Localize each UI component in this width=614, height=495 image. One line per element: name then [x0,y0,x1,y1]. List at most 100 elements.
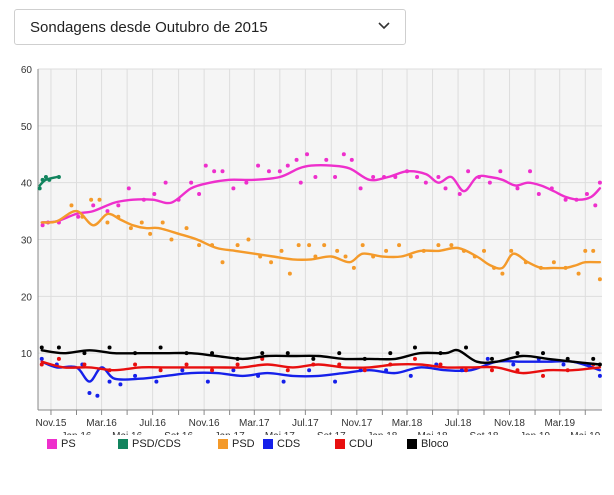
data-point [269,260,274,265]
data-point [97,197,102,202]
x-tick-label: Mar.17 [239,418,270,429]
series-psd-cds [37,174,61,191]
data-point [371,174,376,179]
data-point [197,192,202,197]
data-point [593,203,598,208]
data-point [203,163,208,168]
y-tick-label: 60 [21,65,33,76]
data-point [397,243,402,248]
data-point [197,243,202,248]
data-point [37,186,42,191]
data-point [333,379,338,384]
data-point [133,362,138,367]
legend-item-ps[interactable]: PS [47,436,76,452]
x-tick-label: Mar.18 [392,418,423,429]
dropdown-label: Sondagens desde Outubro de 2015 [30,19,268,36]
y-tick-label: 40 [21,179,33,190]
data-point [489,368,494,373]
data-point [436,243,441,248]
x-tick-label: Jan.18 [367,431,397,435]
data-point [43,174,48,179]
x-tick-label: Mai.17 [265,431,295,435]
data-point [287,271,292,276]
data-point [541,351,546,356]
data-point [158,345,163,350]
data-point [311,356,316,361]
x-tick-label: Jan.16 [61,431,91,435]
poll-period-dropdown[interactable]: Sondagens desde Outubro de 2015 [14,9,406,45]
data-point [82,351,87,356]
legend-item-cds[interactable]: CDS [263,436,300,452]
data-point [277,169,282,174]
series-bloco [39,345,602,367]
data-point [235,243,240,248]
x-tick-label: Mar.19 [544,418,575,429]
legend-swatch [118,439,128,449]
x-tick-label: Mai.18 [418,431,448,435]
data-point [541,373,546,378]
data-point [576,271,581,276]
data-point [591,356,596,361]
data-point [466,169,471,174]
trend-line [40,209,602,270]
data-point [583,248,588,253]
x-tick-label: Jan.17 [215,431,245,435]
data-point [412,356,417,361]
data-point [184,226,189,231]
data-point [107,379,112,384]
data-point [126,186,131,191]
data-point [322,243,327,248]
data-point [158,368,163,373]
data-point [360,243,365,248]
data-point [210,368,215,373]
legend-item-cdu[interactable]: CDU [335,436,373,452]
data-point [294,157,299,162]
x-tick-label: Jul.17 [292,418,319,429]
x-tick-label: Mar.16 [86,418,117,429]
legend-item-psd[interactable]: PSD [218,436,255,452]
data-point [482,248,487,253]
data-point [485,356,490,361]
legend-swatch [335,439,345,449]
legend-swatch [218,439,228,449]
legend-label: PSD/CDS [132,438,181,450]
legend-item-bloco[interactable]: Bloco [407,436,449,452]
data-point [305,152,310,157]
data-point [337,351,342,356]
data-point [260,351,265,356]
data-point [509,248,514,253]
legend-item-psd-cds[interactable]: PSD/CDS [118,436,181,452]
data-point [438,362,443,367]
data-point [457,192,462,197]
data-point [56,345,61,350]
data-point [500,271,505,276]
data-point [105,209,110,214]
series-cdu [39,356,602,378]
data-point [415,174,420,179]
data-point [536,192,541,197]
data-point [87,390,92,395]
data-point [118,382,123,387]
data-point [281,379,286,384]
data-point [148,231,153,236]
data-point [205,379,210,384]
trend-line [38,175,58,187]
data-point [76,214,81,219]
x-tick-label: Nov.16 [189,418,220,429]
data-point [220,169,225,174]
data-point [69,203,74,208]
data-point [358,186,363,191]
data-point [139,220,144,225]
legend-label: PSD [232,438,255,450]
data-point [487,180,492,185]
data-point [351,265,356,270]
data-point [160,220,165,225]
data-point [95,393,100,398]
data-point [324,157,329,162]
data-point [107,345,112,350]
data-point [498,169,503,174]
data-point [408,373,413,378]
data-point [89,197,94,202]
data-point [285,163,290,168]
legend-label: Bloco [421,438,449,450]
